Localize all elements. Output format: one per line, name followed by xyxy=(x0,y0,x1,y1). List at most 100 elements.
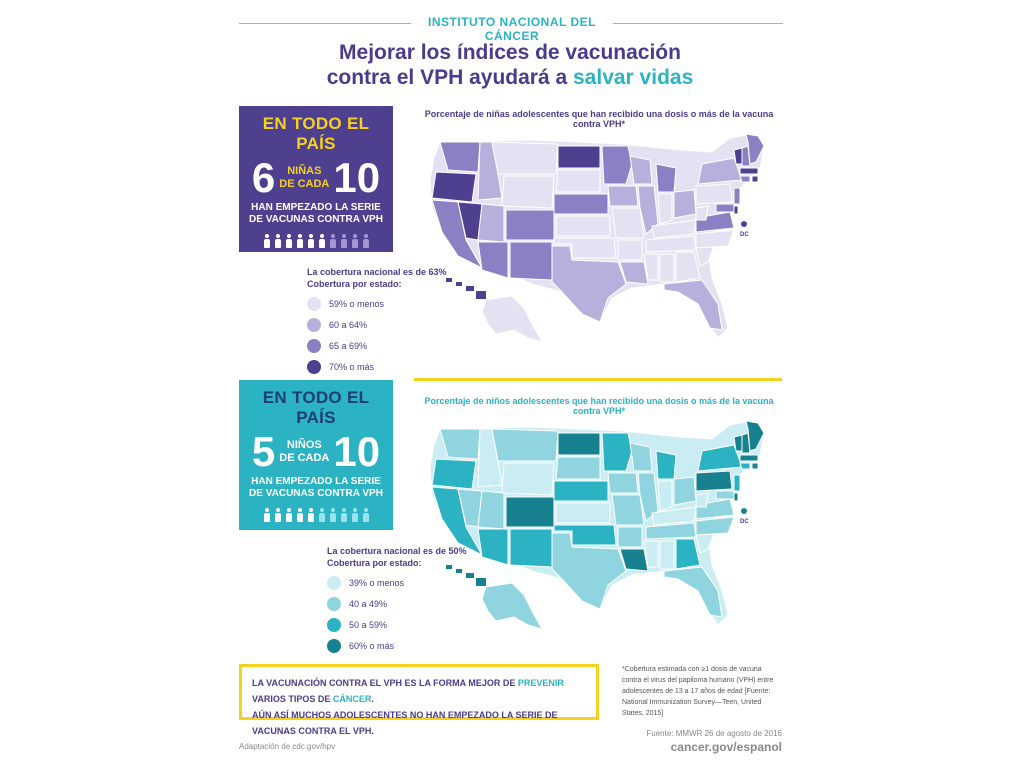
dc-marker xyxy=(741,221,747,227)
girls-legend-label-4: 70% o más xyxy=(329,362,375,372)
boys-panel-title: EN TODO EL PAÍS xyxy=(262,388,370,427)
state-kentucky xyxy=(651,219,697,239)
state-arkansas xyxy=(617,526,643,548)
person-icon xyxy=(285,508,293,522)
state-pennsylvania xyxy=(695,470,733,492)
title-line-2: contra el VPH ayudará a salvar vidas xyxy=(230,65,790,90)
state-texas xyxy=(551,245,627,323)
state-indiana xyxy=(657,193,673,225)
state-washington xyxy=(439,428,481,460)
state-montana xyxy=(491,141,559,175)
girls-big-right: 10 xyxy=(333,154,381,201)
person-icon xyxy=(362,234,370,248)
girls-legend-heading: Cobertura por estado: xyxy=(307,279,402,289)
girls-legend-national: La cobertura nacional es de 63% xyxy=(307,267,447,277)
person-icon xyxy=(362,508,370,522)
state-rhode-island xyxy=(751,462,759,470)
dc-label: DC xyxy=(740,519,749,525)
state-louisiana xyxy=(619,548,649,572)
person-icon xyxy=(296,508,304,522)
state-idaho xyxy=(477,141,503,201)
state-washington xyxy=(439,141,481,173)
boys-map-caption: Porcentaje de niños adolescentes que han… xyxy=(424,396,774,416)
state-connecticut xyxy=(739,175,751,183)
state-hawaii xyxy=(446,278,486,299)
boys-sub-1: HAN EMPEZADO LA SERIE xyxy=(251,476,381,487)
state-new-hampshire xyxy=(741,432,751,454)
girls-sub-1: HAN EMPEZADO LA SERIE xyxy=(251,202,381,213)
state-georgia xyxy=(675,538,701,570)
boys-legend-label-3: 50 a 59% xyxy=(349,620,388,630)
state-massachusetts xyxy=(739,454,759,462)
state-maine xyxy=(745,133,765,165)
title-line-1: Mejorar los índices de vacunación xyxy=(339,41,681,64)
state-south-dakota xyxy=(555,169,601,193)
boys-legend-label-2: 40 a 49% xyxy=(349,599,388,609)
girls-legend-label-1: 59% o menos xyxy=(329,299,385,309)
boys-legend-national: La cobertura nacional es de 50% xyxy=(327,546,467,556)
state-new-mexico xyxy=(509,241,553,281)
state-nebraska xyxy=(553,193,609,215)
state-arizona xyxy=(477,528,509,566)
header-rule-left xyxy=(239,23,411,24)
org-name: INSTITUTO NACIONAL DEL CÁNCER xyxy=(428,15,596,43)
person-icon xyxy=(263,234,271,248)
legend-swatch xyxy=(327,597,341,611)
callout-line-1: LA VACUNACIÓN CONTRA EL VPH ES LA FORMA … xyxy=(252,675,586,707)
state-north-carolina xyxy=(695,229,735,249)
site-url[interactable]: cancer.gov/espanol xyxy=(670,740,782,754)
legend-swatch xyxy=(327,639,341,653)
legend-swatch xyxy=(307,297,321,311)
callout-cancer: CÁNCER xyxy=(332,694,372,704)
state-wisconsin xyxy=(629,155,653,185)
state-alaska xyxy=(481,295,544,343)
state-alabama xyxy=(659,253,675,283)
boys-big-right: 10 xyxy=(333,428,381,475)
state-oregon xyxy=(431,458,477,490)
state-pennsylvania xyxy=(695,183,733,205)
boys-legend-item: 50 a 59% xyxy=(327,618,467,632)
state-new-hampshire xyxy=(741,145,751,167)
callout-prevenir: PREVENIR xyxy=(517,678,564,688)
girls-big-left: 6 xyxy=(251,154,276,201)
state-west-virginia xyxy=(695,205,709,221)
legend-swatch xyxy=(327,576,341,590)
girls-legend-item: 70% o más xyxy=(307,360,447,374)
girls-panel-title: EN TODO EL PAÍS xyxy=(262,114,370,153)
girls-legend-item: 60 a 64% xyxy=(307,318,447,332)
state-colorado xyxy=(505,496,555,528)
state-mississippi xyxy=(643,540,659,568)
state-vermont xyxy=(733,434,743,452)
person-icon xyxy=(263,508,271,522)
person-icon xyxy=(318,234,326,248)
adaptation-credit: Adaptación de cdc.gov/hpv xyxy=(239,742,336,751)
state-delaware xyxy=(733,205,739,215)
state-arkansas xyxy=(617,239,643,261)
boys-legend-heading: Cobertura por estado: xyxy=(327,558,422,568)
state-indiana xyxy=(657,480,673,512)
state-wyoming xyxy=(501,462,555,496)
girls-mid-2: DE CADA xyxy=(279,178,330,190)
callout-text-c: . xyxy=(371,694,374,704)
girls-ratio: 6 NIÑAS DE CADA 10 xyxy=(245,154,387,201)
girls-legend-label-3: 65 a 69% xyxy=(329,341,368,351)
state-alabama xyxy=(659,540,675,570)
state-new-jersey xyxy=(733,187,741,205)
title-line-2-text: contra el VPH ayudará a xyxy=(326,66,573,89)
state-missouri xyxy=(611,494,645,526)
state-rhode-island xyxy=(751,175,759,183)
person-icon xyxy=(285,234,293,248)
boys-mid-1: NIÑOS xyxy=(286,439,322,451)
callout-text-a: LA VACUNACIÓN CONTRA EL VPH ES LA FORMA … xyxy=(252,678,518,688)
callout-text-b: VARIOS TIPOS DE xyxy=(252,694,333,704)
girls-map-caption: Porcentaje de niñas adolescentes que han… xyxy=(424,109,774,129)
person-icon xyxy=(307,508,315,522)
girls-legend-label-2: 60 a 64% xyxy=(329,320,368,330)
legend-swatch xyxy=(307,339,321,353)
girls-ratio-middle: NIÑAS DE CADA xyxy=(279,165,329,191)
boys-big-left: 5 xyxy=(251,428,276,475)
state-colorado xyxy=(505,209,555,241)
state-georgia xyxy=(675,251,701,283)
state-new-mexico xyxy=(509,528,553,568)
person-icon xyxy=(318,508,326,522)
